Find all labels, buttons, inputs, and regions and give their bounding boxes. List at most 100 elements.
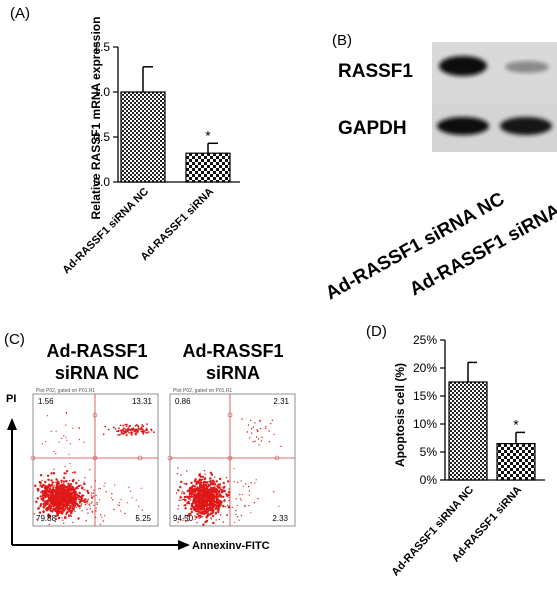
fc-event-dot (99, 499, 101, 501)
fc-event-dot (78, 505, 81, 508)
fc-event-dot (40, 498, 43, 501)
fc-event-dot (62, 476, 66, 479)
fc-event-dot (73, 489, 77, 493)
fc-event-dot (107, 428, 110, 431)
fc-event-dot (81, 485, 83, 487)
fc-event-dot (258, 444, 260, 446)
fc-event-dot (222, 481, 225, 485)
fc-event-dot (228, 496, 230, 498)
fc-plot2-events (176, 418, 282, 526)
fc-plot2-gate-top (227, 412, 233, 418)
fc-event-dot (88, 504, 90, 506)
fc-event-dot (240, 514, 243, 517)
fc-event-dot (91, 510, 94, 513)
fc-event-dot (80, 503, 83, 505)
chartA-bar (185, 152, 231, 183)
fc-event-dot (177, 489, 180, 492)
fc-event-dot (199, 509, 201, 512)
fc-event-dot (62, 511, 64, 513)
fc-event-dot (253, 501, 256, 504)
fc-event-dot (210, 473, 214, 476)
fc-event-dot (204, 511, 207, 514)
fc-event-dot (239, 493, 241, 496)
fc-event-dot (120, 429, 122, 432)
fc-event-dot (73, 497, 76, 501)
fc-event-dot (214, 483, 216, 485)
fc-plot1-gate-top (92, 412, 98, 418)
fc-event-dot (142, 425, 145, 428)
fc-event-dot (257, 430, 259, 433)
fc-event-dot (82, 495, 85, 497)
fc-event-dot (137, 424, 139, 427)
fc-event-dot (176, 473, 179, 475)
fc-event-dot (265, 427, 267, 430)
fc-event-dot (44, 480, 47, 484)
wb-band-gapdh-sirna (500, 117, 552, 135)
fc-event-dot (241, 418, 243, 420)
fc-event-dot (63, 522, 65, 524)
fc-event-dot (204, 501, 206, 503)
fc-event-dot (122, 429, 125, 432)
fc-event-dot (211, 514, 215, 518)
fc-plot-2: Plot P02, gated on P01.R1 0.86 2.31 94.5… (167, 388, 296, 527)
fc-event-dot (202, 523, 205, 526)
fc-plot1-gate-left (30, 455, 36, 461)
fc-event-dot (63, 492, 66, 496)
fc-event-dot (200, 500, 204, 503)
fc-event-dot (194, 480, 197, 483)
fc-event-dot (135, 499, 137, 501)
fc-event-dot (93, 504, 95, 506)
fc-event-dot (141, 424, 144, 426)
fc-event-dot (196, 522, 198, 524)
fc-event-dot (77, 484, 81, 488)
fc-event-dot (47, 513, 50, 516)
fc-event-dot (239, 498, 242, 500)
fc-event-dot (218, 477, 222, 481)
fc-event-dot (209, 488, 212, 491)
fc-event-dot (60, 481, 63, 484)
fc-event-dot (68, 485, 71, 487)
fc-event-dot (146, 423, 148, 425)
fc-event-dot (207, 492, 209, 494)
chartA-category-label: Ad-RASSF1 siRNA NC (60, 186, 151, 277)
fc-event-dot (84, 489, 86, 491)
fc-event-dot (101, 516, 103, 518)
fc-event-dot (63, 510, 65, 512)
fc-event-dot (188, 494, 191, 496)
fc-event-dot (214, 501, 216, 504)
fc-event-dot (70, 486, 72, 488)
fc-event-dot (213, 500, 215, 502)
fc-event-dot (40, 491, 43, 494)
fc-event-dot (90, 496, 94, 499)
fc-event-dot (145, 427, 148, 430)
fc-event-dot (58, 500, 61, 502)
fc-event-dot (59, 508, 61, 511)
fc-event-dot (183, 482, 185, 485)
fc-event-dot (46, 415, 49, 417)
fc-event-dot (70, 515, 73, 517)
fc-event-dot (55, 507, 58, 509)
fc-event-dot (216, 507, 219, 510)
fc-event-dot (182, 498, 184, 501)
fc-event-dot (218, 483, 222, 486)
fc-event-dot (100, 514, 102, 516)
fc-event-dot (98, 488, 100, 490)
fc-event-dot (216, 485, 220, 488)
fc-event-dot (104, 425, 107, 428)
fc-event-dot (83, 441, 85, 443)
fc-event-dot (72, 478, 75, 482)
fc-event-dot (47, 501, 49, 504)
fc-event-dot (233, 468, 235, 470)
chartD-bar (448, 381, 488, 481)
fc-event-dot (213, 480, 215, 483)
fc-event-dot (48, 487, 51, 490)
chartD-ytick-label: 25% (413, 333, 437, 347)
fc-event-dot (48, 503, 51, 505)
fc-event-dot (206, 510, 209, 513)
fc-event-dot (211, 481, 213, 484)
fc-event-dot (78, 427, 80, 429)
fc-event-dot (85, 520, 87, 522)
fc-event-dot (250, 482, 252, 484)
chart-d-ylabel: Apoptosis cell (%) (393, 363, 407, 467)
panel-label-d: (D) (366, 323, 387, 340)
